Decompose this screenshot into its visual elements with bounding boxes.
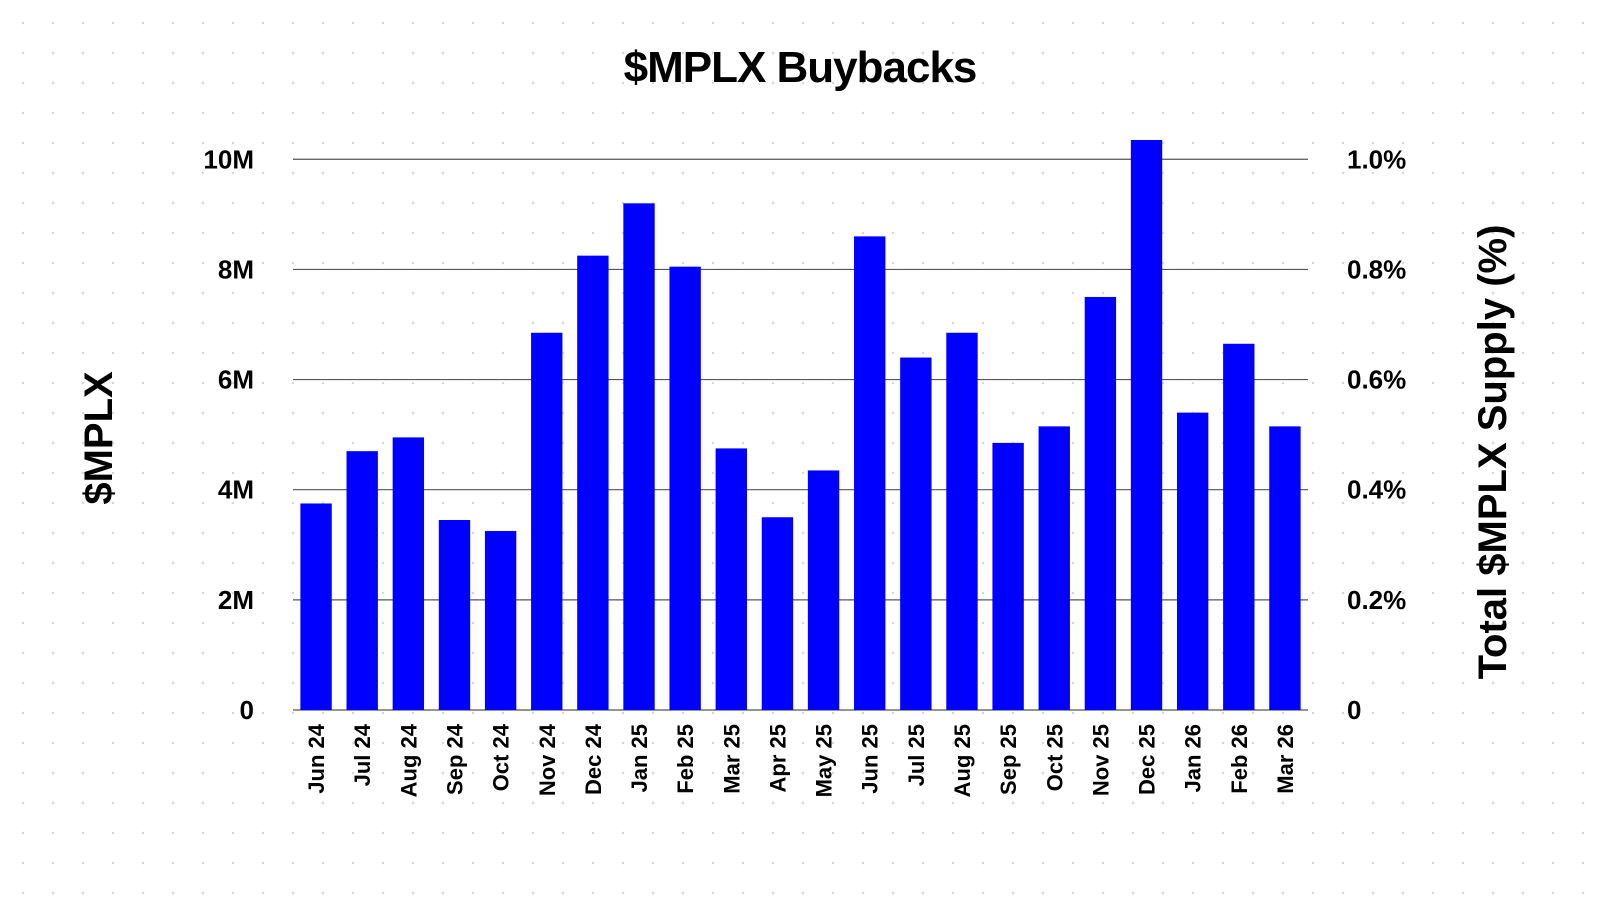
bar — [300, 503, 332, 710]
bar — [1130, 140, 1163, 710]
x-tick-label: Aug 25 — [950, 724, 975, 797]
x-tick-label: Nov 24 — [535, 723, 560, 796]
y-tick-label: 8M — [218, 254, 254, 284]
bar — [346, 451, 378, 710]
x-tick-label: Jan 26 — [1181, 724, 1206, 793]
x-tick-label: Feb 25 — [673, 724, 698, 794]
bar — [1223, 343, 1255, 710]
bars — [300, 140, 1301, 711]
bar — [807, 470, 840, 710]
y-tick-label: 4M — [218, 475, 254, 505]
y2-tick-label: 0.6% — [1347, 365, 1406, 395]
bar — [1084, 296, 1117, 710]
x-tick-label: Sep 25 — [996, 724, 1021, 795]
y-tick-label: 2M — [218, 585, 254, 615]
x-tick-label: Aug 24 — [396, 723, 421, 797]
y-tick-label: 6M — [218, 365, 254, 395]
x-tick-label: Mar 26 — [1273, 724, 1298, 794]
bar — [715, 448, 747, 710]
x-tick-label: Nov 25 — [1088, 724, 1113, 796]
bar — [1176, 412, 1209, 710]
x-tick-label: Sep 24 — [442, 723, 467, 795]
bar — [438, 520, 471, 710]
y2-tick-label: 0.4% — [1347, 475, 1406, 505]
y-axis-title: $MPLX — [77, 371, 121, 505]
bar — [946, 332, 978, 710]
y2-tick-label: 0.2% — [1347, 585, 1406, 615]
bar — [623, 203, 655, 711]
bar — [761, 517, 794, 710]
y-tick-label: 10M — [203, 144, 254, 174]
bar — [854, 236, 886, 710]
bar — [669, 266, 701, 710]
y-tick-label: 0 — [240, 695, 254, 725]
bar — [992, 442, 1024, 710]
bar — [900, 357, 932, 710]
x-tick-label: Jun 25 — [858, 724, 883, 794]
bar — [577, 255, 609, 711]
x-tick-label: Oct 24 — [489, 723, 514, 791]
axis-labels: 0 2M 4M 6M 8M 10M 0 0.2% 0.4% 0.6% 0.8% 1.0% Jun 24 J… — [203, 144, 1406, 797]
bar — [1038, 426, 1070, 710]
x-tick-label: Jul 24 — [350, 723, 375, 786]
x-tick-label: Jun 24 — [304, 723, 329, 793]
bar — [392, 437, 425, 710]
x-tick-label: Apr 25 — [765, 724, 790, 792]
bar — [531, 332, 563, 710]
x-tick-label: Feb 26 — [1227, 724, 1252, 794]
x-tick-label: Dec 24 — [581, 723, 606, 795]
x-tick-label: Jul 25 — [904, 724, 929, 786]
x-tick-label: Oct 25 — [1042, 724, 1067, 791]
x-tick-label: Jan 25 — [627, 724, 652, 793]
y2-axis-title: Total $MPLX Supply (%) — [1471, 225, 1515, 680]
bar — [484, 531, 517, 710]
x-tick-label: Dec 25 — [1135, 724, 1160, 795]
y2-tick-label: 0.8% — [1347, 254, 1406, 284]
x-tick-label: Mar 25 — [719, 724, 744, 794]
chart-title: $MPLX Buybacks — [624, 43, 977, 92]
x-tick-label: May 25 — [812, 724, 837, 797]
y2-tick-label: 1.0% — [1347, 144, 1406, 174]
y2-tick-label: 0 — [1347, 695, 1361, 725]
bar — [1269, 426, 1301, 710]
